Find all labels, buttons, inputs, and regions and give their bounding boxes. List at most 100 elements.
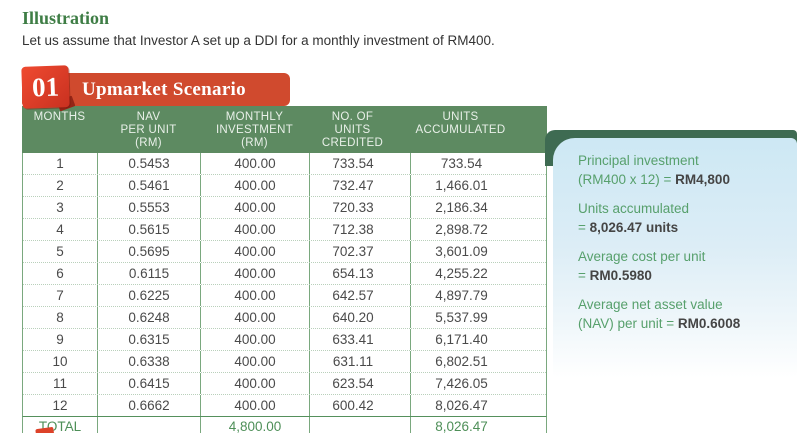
total-credited-cell	[310, 417, 411, 433]
table-cell: 3,601.09	[435, 244, 488, 259]
table-cell: 400.00	[201, 153, 310, 174]
table-cell: 2,186.34	[435, 200, 488, 215]
table-cell: 400.00	[201, 395, 310, 416]
summary-item: Principal investment (RM400 x 12) = RM4,8…	[578, 151, 783, 189]
table-cell: 0.6115	[98, 263, 201, 284]
page-title: Illustration	[22, 8, 110, 28]
table-cell: 0.6248	[98, 307, 201, 328]
summary-item-prefix: =	[578, 220, 590, 235]
total-nav-cell	[98, 417, 201, 433]
table-cell: 0.5553	[98, 197, 201, 218]
scenario-title: Upmarket Scenario	[82, 78, 246, 100]
table-cell: 1	[23, 153, 98, 174]
table-cell: 400.00	[201, 351, 310, 372]
table-cell: 400.00	[201, 307, 310, 328]
table-cell: 11	[23, 373, 98, 394]
table-cell: 2	[23, 175, 98, 196]
table-body: 1 0.5453 400.00 733.54 733.54 2 0.5461 400.00 73…	[22, 153, 547, 416]
table-row: 9 0.6315 400.00 633.41 6,171.40	[23, 329, 546, 351]
table-cell: 400.00	[201, 329, 310, 350]
table-cell: 9	[23, 329, 98, 350]
table-cell: 0.5695	[98, 241, 201, 262]
table-cell: 702.37	[310, 241, 411, 262]
table-cell: 0.6225	[98, 285, 201, 306]
table-cell: 400.00	[201, 219, 310, 240]
summary-item-label: Units accumulated	[578, 201, 690, 216]
summary-item-value: 8,026.47 units	[589, 220, 679, 235]
table-cell: 400.00	[201, 175, 310, 196]
table-cell: 0.6415	[98, 373, 201, 394]
table-cell: 623.54	[310, 373, 411, 394]
table-cell: 712.38	[310, 219, 411, 240]
table-cell: 0.6338	[98, 351, 201, 372]
table-cell: 633.41	[310, 329, 411, 350]
scenario-table: MONTHS NAV PER UNIT (RM) MONTHLY INVESTMENT (R…	[22, 106, 547, 433]
summary-item-value: RM0.6008	[677, 316, 741, 331]
table-row: 7 0.6225 400.00 642.57 4,897.79	[23, 285, 546, 307]
summary-item: Average cost per unit = RM0.5980	[578, 247, 783, 285]
table-header-row: MONTHS NAV PER UNIT (RM) MONTHLY INVESTMENT (R…	[22, 106, 547, 153]
summary-item-value: RM4,800	[675, 172, 730, 187]
column-header-4: UNITS ACCUMULATED	[415, 111, 506, 136]
summary-item-label: Average net asset value	[578, 297, 723, 312]
total-accumulated-cell: 8,026.47	[435, 418, 488, 433]
table-cell: 0.5453	[98, 153, 201, 174]
table-total-row: TOTAL 4,800.00 8,026.47	[22, 416, 547, 433]
table-cell: 400.00	[201, 197, 310, 218]
table-cell: 8,026.47	[435, 398, 488, 413]
table-cell: 0.5615	[98, 219, 201, 240]
summary-item-prefix: (NAV) per unit =	[578, 316, 678, 331]
column-header-0: MONTHS	[33, 111, 86, 123]
table-row: 3 0.5553 400.00 720.33 2,186.34	[23, 197, 546, 219]
table-row: 10 0.6338 400.00 631.11 6,802.51	[23, 351, 546, 373]
table-cell: 8	[23, 307, 98, 328]
table-cell: 732.47	[310, 175, 411, 196]
summary-item-label: Principal investment	[578, 153, 699, 168]
table-cell: 733.54	[440, 156, 483, 171]
table-row: 1 0.5453 400.00 733.54 733.54	[23, 153, 546, 175]
table-cell: 400.00	[201, 241, 310, 262]
table-cell: 1,466.01	[435, 178, 488, 193]
table-row: 8 0.6248 400.00 640.20 5,537.99	[23, 307, 546, 329]
table-cell: 733.54	[310, 153, 411, 174]
table-row: 12 0.6662 400.00 600.42 8,026.47	[23, 395, 546, 416]
table-cell: 6,802.51	[435, 354, 488, 369]
summary-panel: Principal investment (RM400 x 12) = RM4,8…	[553, 138, 797, 378]
column-header-1: NAV PER UNIT (RM)	[120, 111, 177, 149]
table-row: 4 0.5615 400.00 712.38 2,898.72	[23, 219, 546, 241]
column-header-2: MONTHLY INVESTMENT (RM)	[215, 111, 294, 149]
intro-text: Let us assume that Investor A set up a D…	[22, 33, 495, 48]
summary-item: Units accumulated = 8,026.47 units	[578, 199, 783, 237]
table-cell: 2,898.72	[435, 222, 488, 237]
summary-item-label: Average cost per unit	[578, 249, 706, 264]
column-header-3: NO. OF UNITS CREDITED	[321, 111, 384, 149]
summary-item-value: RM0.5980	[589, 268, 652, 283]
table-cell: 7	[23, 285, 98, 306]
table-cell: 12	[23, 395, 98, 416]
table-cell: 654.13	[310, 263, 411, 284]
table-cell: 10	[23, 351, 98, 372]
table-cell: 4	[23, 219, 98, 240]
table-cell: 640.20	[310, 307, 411, 328]
table-cell: 3	[23, 197, 98, 218]
scenario-number-badge: 01	[21, 65, 70, 109]
table-cell: 400.00	[201, 373, 310, 394]
table-cell: 7,426.05	[435, 376, 488, 391]
table-cell: 6,171.40	[435, 332, 488, 347]
table-cell: 400.00	[201, 263, 310, 284]
table-cell: 6	[23, 263, 98, 284]
summary-item-prefix: =	[578, 268, 590, 283]
table-row: 6 0.6115 400.00 654.13 4,255.22	[23, 263, 546, 285]
table-cell: 4,897.79	[435, 288, 488, 303]
table-cell: 5,537.99	[435, 310, 488, 325]
summary-item: Average net asset value (NAV) per unit = …	[578, 295, 783, 333]
table-cell: 5	[23, 241, 98, 262]
summary-item-prefix: (RM400 x 12) =	[578, 172, 676, 187]
table-cell: 0.6315	[98, 329, 201, 350]
table-cell: 0.5461	[98, 175, 201, 196]
table-row: 2 0.5461 400.00 732.47 1,466.01	[23, 175, 546, 197]
table-cell: 720.33	[310, 197, 411, 218]
total-investment-cell: 4,800.00	[201, 417, 310, 433]
table-cell: 4,255.22	[435, 266, 488, 281]
